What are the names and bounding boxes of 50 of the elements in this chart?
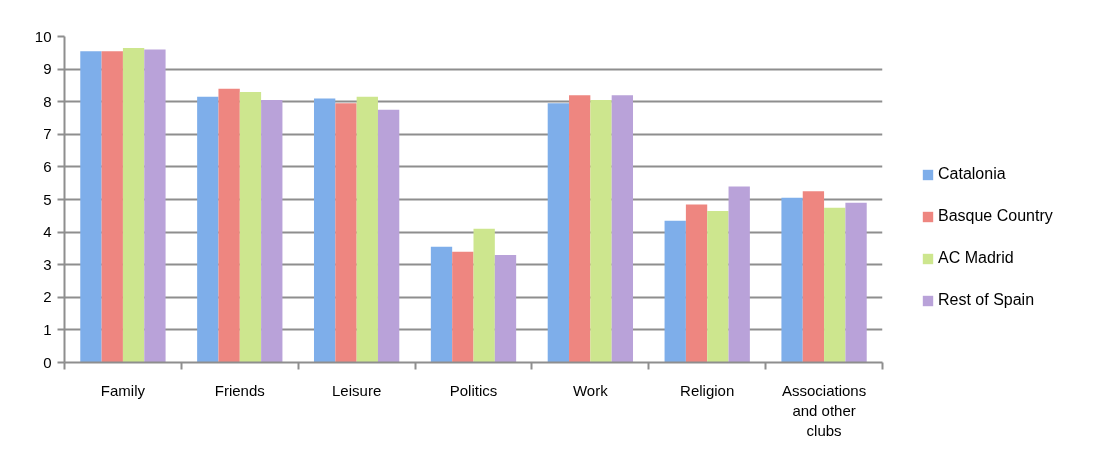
bar: [356, 96, 378, 363]
bar: [261, 100, 283, 363]
x-tick-label: Family: [100, 381, 146, 399]
y-tick-label: 4: [43, 223, 52, 241]
bar: [239, 91, 262, 363]
x-tick-label: Friends: [214, 381, 265, 399]
bar: [494, 254, 517, 363]
bar: [335, 103, 357, 363]
legend-label: Basque Country: [938, 207, 1053, 225]
x-tick-label: Work: [573, 381, 609, 399]
y-tick-label: 0: [43, 353, 52, 371]
y-tick-label: 7: [43, 125, 52, 143]
bar: [664, 220, 686, 363]
legend-label: Catalonia: [938, 165, 1006, 183]
bar: [80, 51, 102, 363]
x-tick-label: Associations and other clubs: [781, 381, 867, 440]
bar: [569, 95, 591, 363]
bar: [197, 96, 219, 363]
bar: [728, 186, 750, 363]
bar: [452, 251, 474, 363]
x-tick-label: Politics: [449, 381, 498, 399]
bar: [685, 204, 708, 363]
y-tick-label: 2: [43, 288, 52, 306]
bar: [101, 51, 123, 363]
bar: [218, 88, 240, 363]
bar: [144, 49, 166, 363]
y-tick-label: 8: [43, 92, 52, 110]
bar: [824, 207, 846, 363]
bar: [802, 191, 825, 363]
y-tick-label: 6: [43, 157, 52, 175]
legend-label: Rest of Spain: [938, 291, 1035, 309]
bar: [313, 98, 336, 363]
bar: [430, 246, 453, 363]
bar: [845, 202, 867, 363]
bar: [611, 95, 634, 363]
bar: [781, 197, 803, 363]
y-tick-label: 1: [43, 320, 52, 338]
legend-label: AC Madrid: [938, 249, 1014, 267]
bar: [707, 210, 729, 363]
y-tick-label: 9: [43, 60, 52, 78]
y-tick-label: 3: [43, 255, 52, 273]
x-tick-label: Leisure: [332, 381, 382, 399]
bar: [590, 100, 612, 363]
x-tick-label: Religion: [680, 381, 735, 399]
bar: [122, 47, 145, 363]
bar: [377, 109, 400, 363]
bar: [547, 103, 570, 363]
y-tick-label: 10: [34, 27, 52, 45]
bar: [473, 228, 495, 363]
y-tick-label: 5: [43, 190, 52, 208]
